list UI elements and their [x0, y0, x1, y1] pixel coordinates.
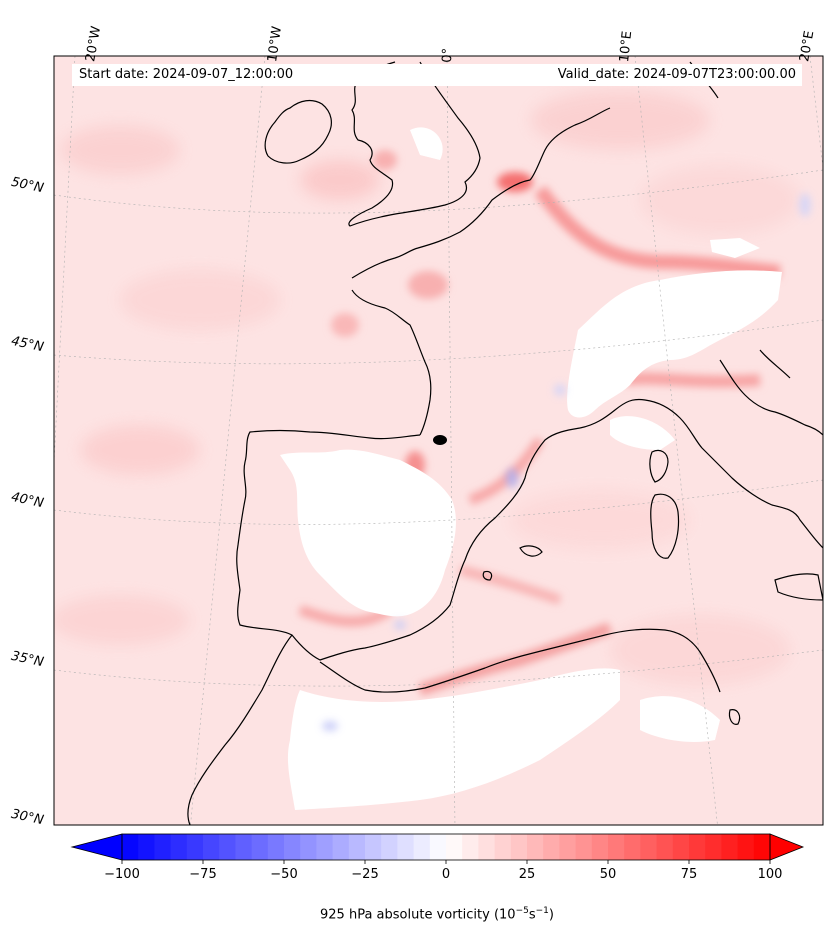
- colorbar-segment: [705, 834, 722, 860]
- colorbar-segment: [753, 834, 771, 860]
- valid-date-label: Valid_date: 2024-09-07T23:00:00.00: [557, 67, 796, 82]
- colorbar-tick-label: 75: [680, 867, 698, 882]
- colorbar-tick-label: 50: [599, 867, 617, 882]
- map-frame: [53, 55, 824, 826]
- colorbar-extend-low: [70, 833, 123, 861]
- colorbar-segment: [656, 834, 674, 860]
- colorbar-extend-high: [769, 833, 805, 861]
- colorbar-segment: [300, 834, 317, 860]
- colorbar-tick-label: −50: [270, 867, 298, 882]
- colorbar-segment: [138, 834, 155, 860]
- colorbar-segment: [170, 834, 188, 860]
- colorbar-segment: [462, 834, 479, 860]
- colorbar: [70, 833, 805, 864]
- colorbar-segment: [122, 834, 139, 860]
- colorbar-segment: [624, 834, 641, 860]
- colorbar-segment: [284, 834, 301, 860]
- colorbar-segment: [640, 834, 658, 860]
- colorbar-segment: [203, 834, 220, 860]
- start-date-label: Start date: 2024-09-07_12:00:00: [79, 67, 294, 82]
- colorbar-segment: [381, 834, 398, 860]
- colorbar-segment: [235, 834, 253, 860]
- colorbar-segment: [446, 834, 463, 860]
- masked-areas: [280, 127, 782, 810]
- colorbar-segment: [689, 834, 706, 860]
- colorbar-tick-label: 25: [518, 867, 536, 882]
- header-box: [72, 64, 802, 86]
- colorbar-segment: [591, 834, 609, 860]
- negative-spots: [322, 193, 811, 731]
- lon-label-0: 0°: [440, 47, 456, 63]
- colorbar-tick-label: −25: [351, 867, 379, 882]
- colorbar-segment: [559, 834, 577, 860]
- colorbar-segment: [267, 834, 285, 860]
- colorbar-segment: [478, 834, 496, 860]
- colorbar-segment: [365, 834, 382, 860]
- colorbar-segment: [186, 834, 204, 860]
- colorbar-segment: [510, 834, 528, 860]
- colorbar-segment: [575, 834, 593, 860]
- location-marker: [433, 435, 447, 445]
- colorbar-segment: [316, 834, 334, 860]
- colorbar-segment: [219, 834, 236, 860]
- colorbar-segment: [413, 834, 431, 860]
- colorbar-segment: [154, 834, 172, 860]
- colorbar-segment: [348, 834, 366, 860]
- colorbar-tick-label: −100: [104, 867, 140, 882]
- colorbar-segment: [543, 834, 560, 860]
- vorticity-field: [54, 56, 823, 825]
- colorbar-segment: [527, 834, 544, 860]
- colorbar-tick-label: −75: [189, 867, 217, 882]
- colorbar-tick-label: 100: [757, 867, 783, 882]
- colorbar-segment: [608, 834, 625, 860]
- colorbar-segment: [672, 834, 690, 860]
- colorbar-title: 925 hPa absolute vorticity (10−5s−1): [320, 906, 554, 923]
- colorbar-segment: [429, 834, 447, 860]
- colorbar-segment: [737, 834, 755, 860]
- gridlines: [54, 56, 823, 825]
- colorbar-tick-label: 0: [441, 867, 451, 882]
- colorbar-segment: [721, 834, 739, 860]
- colorbar-segment: [332, 834, 350, 860]
- colorbar-segment: [494, 834, 512, 860]
- coastlines: [187, 61, 823, 825]
- colorbar-segment: [397, 834, 415, 860]
- colorbar-segment: [251, 834, 269, 860]
